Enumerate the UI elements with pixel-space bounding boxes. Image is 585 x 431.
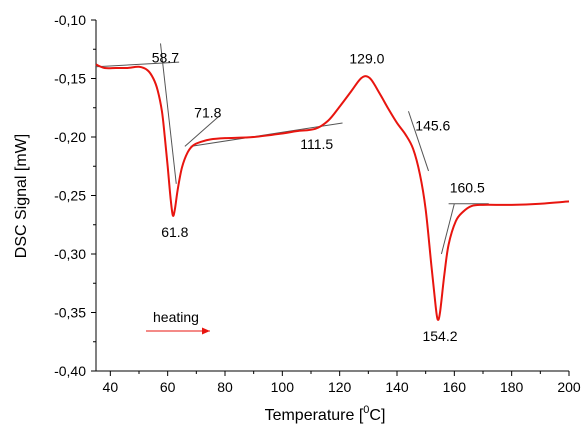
axes: 40 60 80 100 120 140 160 180 200 -0,10 -0,15 -0,20…	[54, 12, 581, 395]
peak-label: 154.2	[422, 328, 457, 344]
x-ticks: 40 60 80 100 120 140 160 180 200	[103, 371, 581, 395]
peak-label: 160.5	[450, 179, 485, 195]
x-axis-title-sup: 0	[363, 404, 369, 416]
peak-label: 71.8	[194, 104, 221, 120]
x-axis-title-main: Temperature [	[265, 407, 364, 424]
x-tick-label: 160	[443, 379, 467, 395]
x-tick-label: 140	[385, 379, 409, 395]
tangent-lines	[95, 43, 489, 255]
tangent-line	[184, 115, 220, 147]
heating-label: heating	[153, 309, 199, 325]
tangent-line	[95, 61, 180, 68]
peak-label: 129.0	[349, 51, 384, 67]
y-tick-label: -0,25	[54, 188, 86, 204]
tangent-line	[407, 111, 430, 172]
y-axis-title: DSC Signal [mW]	[13, 134, 30, 258]
tangent-line	[440, 203, 455, 255]
dsc-curve	[95, 63, 570, 321]
peak-label: 58.7	[152, 49, 179, 65]
peak-label: 111.5	[300, 136, 333, 152]
x-tick-label: 60	[160, 379, 176, 395]
peak-label: 61.8	[161, 224, 188, 240]
x-tick-label: 40	[103, 379, 119, 395]
y-tick-label: -0,40	[54, 363, 86, 379]
x-tick-label: 80	[217, 379, 233, 395]
peak-label: 145.6	[415, 117, 450, 133]
x-axis-title-end: C]	[369, 407, 385, 424]
heating-arrow-head	[202, 327, 210, 335]
x-tick-label: 200	[557, 379, 581, 395]
heating-indicator: heating	[146, 309, 210, 335]
y-tick-label: -0,10	[54, 12, 86, 28]
x-tick-label: 180	[500, 379, 524, 395]
annotations: 58.7 61.8 71.8 111.5 129.0 145.6 160.5 154.2	[152, 49, 485, 343]
y-tick-label: -0,35	[54, 305, 86, 321]
x-axis-title: Temperature [0C]	[265, 404, 386, 424]
y-tick-label: -0,20	[54, 129, 86, 145]
y-ticks: -0,10 -0,15 -0,20 -0,25 -0,30 -0,35 -0,40	[54, 12, 96, 379]
x-tick-label: 100	[271, 379, 295, 395]
y-tick-label: -0,15	[54, 71, 86, 87]
x-tick-label: 120	[328, 379, 352, 395]
y-tick-label: -0,30	[54, 246, 86, 262]
tangent-line	[160, 43, 177, 184]
